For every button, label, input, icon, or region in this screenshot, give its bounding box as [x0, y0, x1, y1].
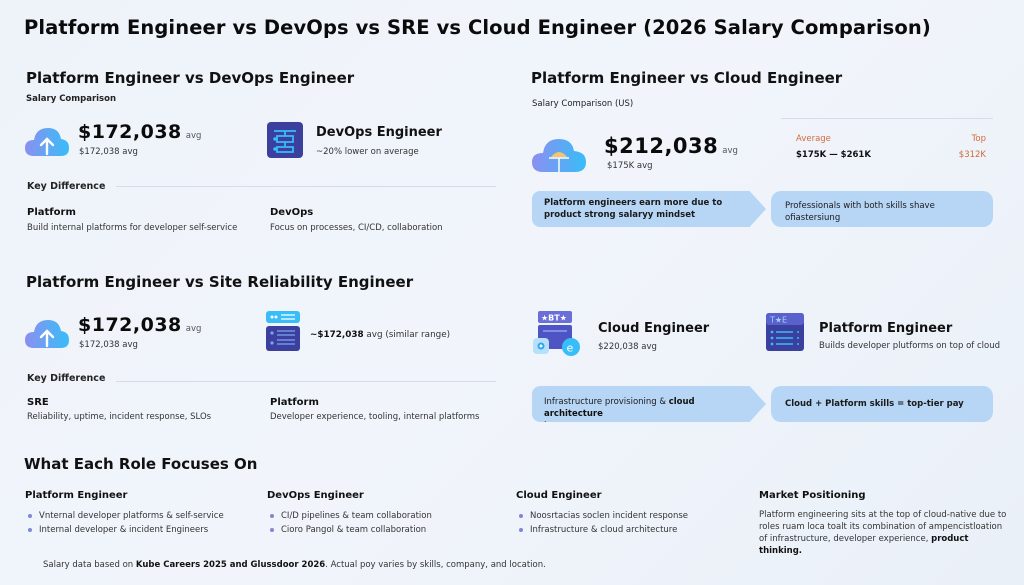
devops-section-subheading: Salary Comparison	[26, 94, 117, 104]
devops-platform-salary-sub: $172,038 avg	[79, 147, 138, 157]
cloud-platform-salary-sub: $175K avg	[607, 161, 653, 171]
divider	[116, 186, 496, 187]
cloud-upload-icon	[24, 316, 70, 350]
list-item: Noosrtacias soclen incident response	[516, 509, 688, 523]
focus-column-title: DevOps Engineer	[267, 490, 364, 501]
platform-role-desc: Builds developer plutforms on top of clo…	[819, 341, 1000, 351]
platform-role-name: Platform Engineer	[819, 321, 953, 336]
list-item: CI/D pipelines & team collaboration	[267, 509, 432, 523]
sre-right-label: Platform	[270, 397, 319, 408]
focus-column-cloud: Cloud Engineer Noosrtacias soclen incide…	[516, 490, 688, 537]
average-range: $175K — $261K	[796, 150, 871, 160]
cloud-section-heading: Platform Engineer vs Cloud Engineer	[531, 69, 843, 87]
top-label: Top	[971, 134, 986, 144]
svg-text:e: e	[567, 342, 574, 355]
sre-left-desc: Reliability, uptime, incident response, …	[27, 412, 212, 422]
sre-platform-salary-sub: $172,038 avg	[79, 340, 138, 350]
devops-platform-salary: $172,038 avg	[78, 121, 202, 143]
key-difference-label: Key Difference	[27, 373, 106, 384]
focus-column-devops: DevOps Engineer CI/D pipelines & team co…	[267, 490, 432, 537]
cloud-section-subheading: Salary Comparison (US)	[532, 99, 634, 109]
cloud-upload-icon	[24, 124, 70, 158]
list-item: Cioro Pangol & team collaboration	[267, 523, 432, 537]
list-item: Vnternal developer platforms & self-serv…	[25, 509, 224, 523]
footer-note: Salary data based on Kube Careers 2025 a…	[43, 560, 546, 570]
cloud-role-salary: $220,038 avg	[598, 342, 657, 352]
focus-section-heading: What Each Role Focuses On	[24, 455, 258, 473]
divider	[116, 381, 496, 382]
devops-left-label: Platform	[27, 207, 76, 218]
market-positioning: Market Positioning Platform engineering …	[759, 490, 1009, 557]
svg-text:T★E: T★E	[769, 316, 787, 325]
pipeline-icon	[267, 122, 303, 158]
market-positioning-title: Market Positioning	[759, 490, 866, 501]
insight-pill-infrastructure: Infrastructure provisioning & cloud arch…	[532, 386, 766, 422]
svg-text:★BT★: ★BT★	[541, 314, 567, 323]
sre-left-label: SRE	[27, 397, 49, 408]
list-item: Internal developer & incident Engineers	[25, 523, 224, 537]
focus-column-title: Platform Engineer	[25, 490, 128, 501]
sre-section-heading: Platform Engineer vs Site Reliability En…	[26, 273, 414, 291]
devops-role-name: DevOps Engineer	[316, 125, 442, 140]
devops-right-label: DevOps	[270, 207, 314, 218]
page-title: Platform Engineer vs DevOps vs SRE vs Cl…	[24, 16, 931, 39]
cloud-umbrella-icon	[531, 134, 587, 174]
insight-pill-top-tier-pay: Cloud + Platform skills = top-tier pay	[771, 386, 993, 422]
cloud-role-name: Cloud Engineer	[598, 321, 710, 336]
top-value: $312K	[958, 150, 986, 160]
sre-salary: ~$172,038 avg (similar range)	[310, 330, 451, 340]
cloud-platform-salary: $212,038 avg	[604, 134, 738, 158]
sre-right-desc: Developer experience, tooling, internal …	[270, 412, 480, 422]
divider	[781, 118, 993, 119]
devops-right-desc: Focus on processes, CI/CD, collaboration	[270, 223, 443, 233]
insight-pill-platform-earnings: Platform engineers earn more due to prod…	[532, 191, 766, 227]
devops-role-note: ~20% lower on average	[316, 147, 419, 157]
platform-panel-icon: T★E	[766, 313, 804, 351]
focus-column-title: Cloud Engineer	[516, 490, 602, 501]
devops-left-desc: Build internal platforms for developer s…	[27, 223, 238, 233]
average-label: Average	[796, 134, 831, 144]
devops-section-heading: Platform Engineer vs DevOps Engineer	[26, 69, 355, 87]
server-list-icon	[266, 311, 300, 351]
key-difference-label: Key Difference	[27, 181, 106, 192]
list-item: Infrastructure & cloud architecture	[516, 523, 688, 537]
market-positioning-text: Platform engineering sits at the top of …	[759, 510, 1007, 556]
insight-pill-both-skills: Professionals with both skills shave ofi…	[771, 191, 993, 227]
sre-platform-salary: $172,038 avg	[78, 314, 202, 336]
focus-column-platform: Platform Engineer Vnternal developer pla…	[25, 490, 224, 537]
cloud-console-icon: ★BT★ e	[533, 311, 581, 357]
